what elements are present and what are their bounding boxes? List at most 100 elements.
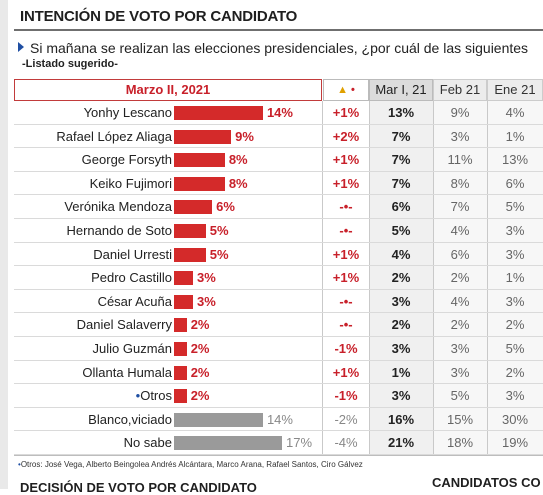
column-header-ene: Ene 21 [487, 79, 543, 101]
ene-value: 2% [505, 317, 525, 333]
candidate-name: Blanco,viciado [88, 408, 172, 431]
candidate-name: Ollanta Humala [82, 361, 172, 384]
column-header-change: ▲ • [323, 79, 369, 101]
ene-value: 2% [505, 364, 525, 380]
column-divider [433, 101, 434, 456]
change-value: -•- [339, 317, 353, 333]
mar-value: 3% [391, 293, 411, 309]
feb-value: 4% [450, 223, 470, 238]
row-separator [14, 194, 543, 196]
vote-percent-label: 3% [197, 270, 216, 286]
change-value: +1% [332, 270, 360, 286]
candidate-name-label: Hernando de Soto [66, 223, 172, 238]
change-value: -4% [334, 435, 358, 451]
row-separator [14, 241, 543, 243]
change-value: -1% [334, 388, 358, 404]
table-row: Daniel Salaverry 2% -•- 2% 2% 2% [14, 313, 543, 337]
vote-percent-label: 2% [190, 388, 210, 404]
candidate-name-label: Ollanta Humala [82, 364, 172, 380]
candidate-name-label: Keiko Fujimori [89, 175, 172, 191]
next-section-title: DECISIÓN DE VOTO POR CANDIDATO [20, 480, 257, 495]
ene-value: 3% [505, 246, 525, 262]
table-row: Blanco,viciado 14% -2% 16% 15% 30% [14, 408, 543, 432]
vote-percent-label: 14% [266, 411, 293, 427]
candidate-name: Pedro Castillo [91, 266, 172, 289]
vote-bar [174, 247, 206, 262]
feb-value: 3% [450, 364, 470, 380]
mar-value: 5% [391, 223, 411, 238]
candidate-name: Keiko Fujimori [90, 172, 172, 195]
feb-value: 2% [450, 317, 470, 333]
feb-value: 15% [446, 411, 474, 427]
feb-value: 7% [450, 199, 470, 215]
mar-value: 16% [387, 411, 415, 427]
feb-value: 6% [450, 246, 470, 262]
change-value: -•- [339, 223, 353, 238]
feb-value: 2% [450, 270, 470, 286]
change-value: -•- [339, 293, 353, 309]
candidate-name-label: César Acuña [97, 293, 172, 309]
mar-value: 2% [391, 270, 411, 286]
vote-bar [174, 318, 187, 333]
ene-value: 3% [505, 388, 525, 404]
column-header-feb: Feb 21 [433, 79, 487, 101]
vote-percent-label: 2% [190, 317, 210, 333]
triangle-up-icon: ▲ [337, 84, 348, 96]
feb-value: 3% [450, 128, 470, 144]
column-ene-background [487, 101, 543, 456]
table-row: Daniel Urresti 5% +1% 4% 6% 3% [14, 243, 543, 267]
candidate-name: Julio Guzmán [93, 337, 172, 360]
mar-value: 7% [391, 128, 411, 144]
mar-value: 3% [391, 341, 411, 356]
mar-value: 7% [391, 175, 411, 191]
candidate-name-label: Julio Guzmán [92, 341, 172, 356]
table-row: Ollanta Humala 2% +1% 1% 3% 2% [14, 361, 543, 385]
feb-value: 8% [450, 175, 470, 191]
candidate-name-label: George Forsyth [81, 152, 172, 168]
feb-value: 5% [450, 388, 470, 404]
ene-value: 19% [501, 435, 529, 451]
ene-value: 5% [505, 199, 525, 215]
table-row: George Forsyth 8% +1% 7% 11% 13% [14, 148, 543, 172]
feb-value: 3% [450, 341, 470, 356]
row-separator [14, 406, 543, 408]
change-value: +1% [332, 152, 360, 168]
vote-percent-label: 3% [197, 293, 216, 309]
vote-percent-label: 8% [228, 152, 248, 168]
ene-value: 3% [505, 223, 525, 238]
mar-value: 13% [387, 105, 415, 120]
vote-bar [174, 412, 263, 427]
feb-value: 18% [446, 435, 474, 451]
candidate-name: Daniel Urresti [93, 243, 172, 266]
table-row: Keiko Fujimori 8% +1% 7% 8% 6% [14, 172, 543, 196]
candidate-name: Yonhy Lescano [84, 101, 172, 124]
vote-bar [174, 436, 282, 451]
row-separator [14, 147, 543, 149]
results-table: Marzo II, 2021 ▲ • Mar I, 21 Feb 21 Ene … [14, 79, 543, 456]
table-row: Rafael López Aliaga 9% +2% 7% 3% 1% [14, 125, 543, 149]
column-divider [487, 101, 488, 456]
table-row: Julio Guzmán 2% -1% 3% 3% 5% [14, 337, 543, 361]
column-header-current: Marzo II, 2021 [14, 79, 322, 101]
row-separator [14, 430, 543, 432]
change-value: +2% [332, 128, 360, 144]
row-separator [14, 265, 543, 267]
candidate-name-label: Pedro Castillo [91, 270, 172, 286]
footnote: •Otros: José Vega, Alberto Beingolea And… [18, 460, 363, 469]
vote-bar [174, 176, 225, 191]
footnote-text: Otros: José Vega, Alberto Beingolea Andr… [20, 460, 363, 469]
candidate-name: George Forsyth [82, 148, 172, 171]
column-divider [322, 101, 323, 456]
table-row: César Acuña 3% -•- 3% 4% 3% [14, 290, 543, 314]
table-row: Hernando de Soto 5% -•- 5% 4% 3% [14, 219, 543, 243]
row-separator [14, 170, 543, 172]
mar-value: 3% [391, 388, 411, 404]
ene-value: 6% [505, 175, 525, 191]
mar-value: 21% [387, 435, 415, 451]
ene-value: 4% [505, 105, 525, 120]
vote-bar [174, 389, 187, 404]
ene-value: 30% [501, 411, 529, 427]
column-divider [369, 101, 370, 456]
question-label: Si mañana se realizan las elecciones pre… [30, 40, 529, 56]
vote-bar [174, 294, 194, 309]
